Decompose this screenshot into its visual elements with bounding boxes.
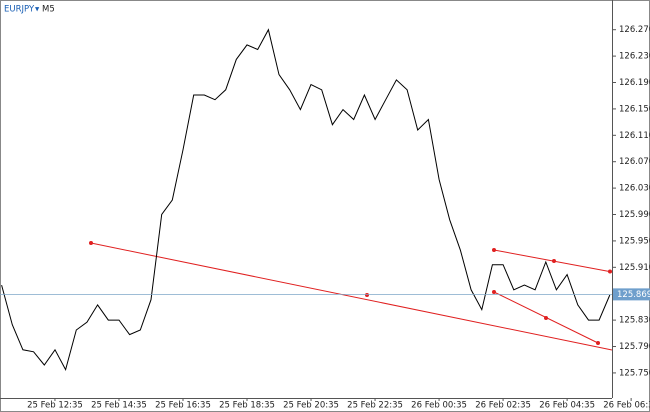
x-tick-label: 25 Feb 20:35: [283, 401, 339, 411]
x-tick-label: 25 Feb 12:35: [27, 401, 83, 411]
y-tick-label: 126.030: [619, 184, 650, 194]
y-tick-label: 125.790: [619, 342, 650, 352]
symbol[interactable]: EURJPY: [4, 5, 35, 15]
anchor[interactable]: [89, 241, 93, 245]
anchor[interactable]: [608, 269, 612, 274]
x-tick-label: 25 Feb 18:35: [219, 401, 275, 411]
x-tick-label: 26 Feb 06:35: [603, 401, 650, 411]
x-tick-label: 25 Feb 22:35: [347, 401, 403, 411]
current-price-box: [613, 288, 650, 301]
x-tick-label: 25 Feb 16:35: [155, 401, 211, 411]
y-tick-label: 125.990: [619, 210, 650, 220]
y-tick-label: 126.150: [619, 104, 650, 114]
y-tick-label: 126.230: [619, 52, 650, 62]
dropdown-arrow[interactable]: ▾: [35, 5, 40, 15]
anchor[interactable]: [492, 290, 496, 294]
y-tick-label: 126.070: [619, 157, 650, 167]
y-tick-label: 126.190: [619, 78, 650, 88]
price-line: [1, 28, 611, 371]
x-tick-label: 25 Feb 14:35: [91, 401, 147, 411]
timeframe: M5: [42, 5, 55, 15]
anchor[interactable]: [492, 248, 496, 252]
anchor[interactable]: [596, 341, 600, 345]
trendlines: [89, 241, 613, 351]
x-tick-label: 26 Feb 02:35: [475, 401, 531, 411]
anchor[interactable]: [552, 259, 556, 263]
x-tick-label: 26 Feb 00:35: [411, 401, 467, 411]
y-tick-label: 125.830: [619, 316, 650, 326]
trendline: [90, 242, 613, 351]
y-tick-label: 125.750: [619, 368, 650, 378]
anchor[interactable]: [365, 293, 369, 297]
anchor[interactable]: [544, 316, 548, 320]
y-tick-label: 126.110: [619, 131, 650, 141]
x-tick-label: 26 Feb 04:35: [539, 401, 595, 411]
y-tick-label: 125.950: [619, 236, 650, 246]
y-tick-label: 125.910: [619, 263, 650, 273]
current-price-label: 125.869: [617, 290, 650, 300]
y-tick-label: 126.270: [619, 25, 650, 35]
